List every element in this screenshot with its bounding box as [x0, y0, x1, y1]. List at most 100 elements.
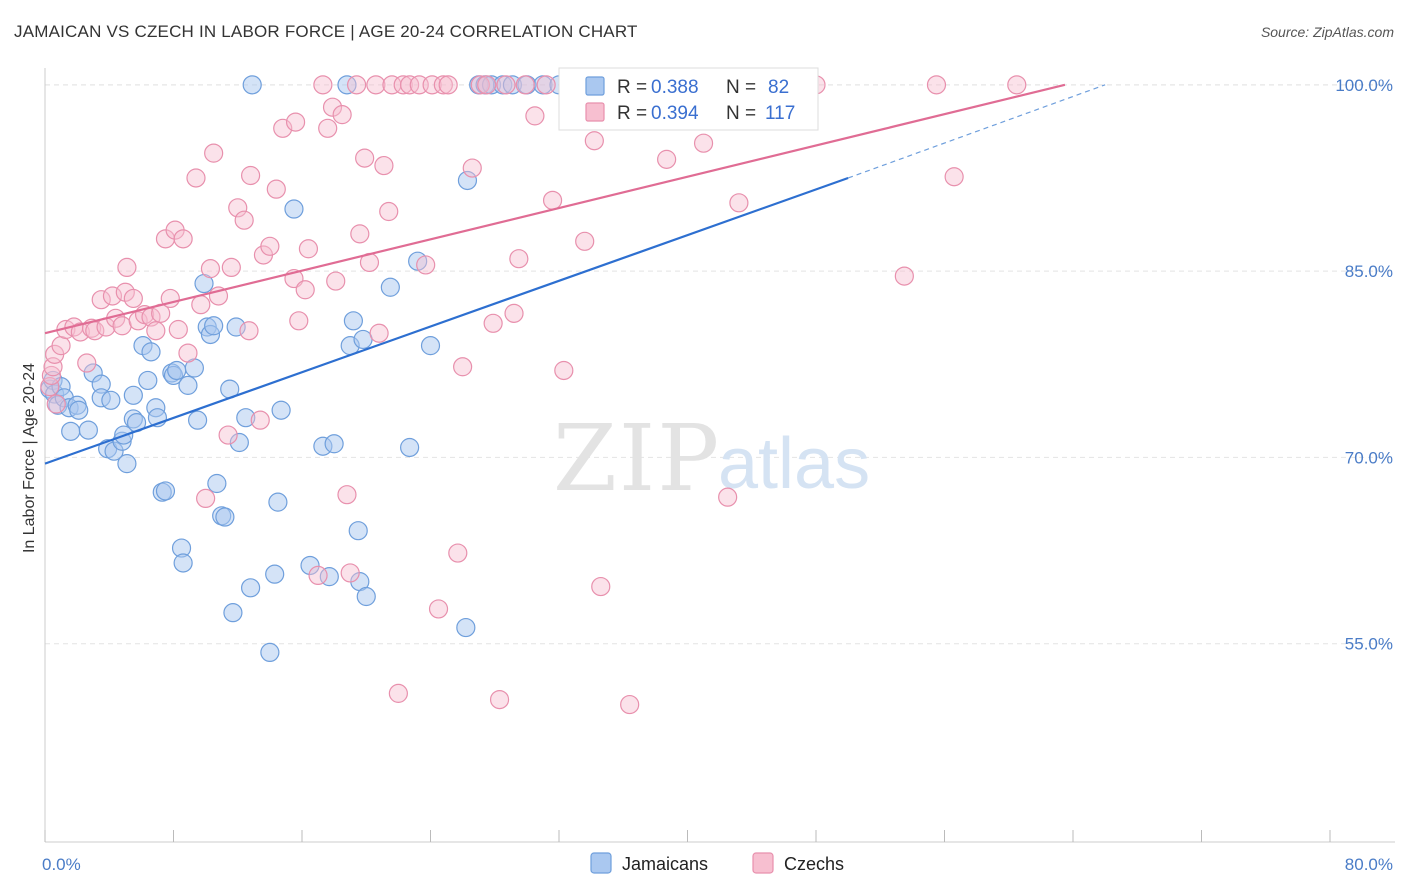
jamaicans-point [260, 642, 280, 663]
czechs-point [448, 543, 468, 563]
jamaicans-point [420, 336, 441, 356]
jamaicans-point [343, 311, 363, 331]
jamaicans-point [271, 400, 291, 420]
jamaicans-point [400, 437, 420, 458]
czechs-point [542, 190, 563, 210]
x-tick-label-1: 80.0% [1345, 855, 1393, 874]
czechs-point [496, 75, 516, 95]
jamaicans-point [324, 434, 344, 454]
czechs-point [504, 303, 524, 323]
czechs-point [944, 167, 964, 187]
czechs-point [295, 280, 315, 300]
czechs-point [369, 323, 389, 343]
jamaicans-point [187, 410, 208, 430]
czechs-point [234, 210, 254, 230]
source-label: Source: ZipAtlas.com [1260, 24, 1394, 40]
jamaicans-trend-extension [847, 84, 1106, 179]
czechs-point [313, 75, 333, 95]
legend-r-value-czechs: 0.394 [651, 103, 699, 124]
legend-n-value-jamaicans: 82 [768, 77, 789, 98]
legend-r-label-jamaicans: R = [617, 77, 647, 98]
jamaicans-point [223, 603, 243, 623]
czechs-point [221, 257, 241, 278]
legend-n-value-czechs: 117 [765, 103, 795, 124]
jamaicans-points [40, 75, 569, 663]
legend-swatch-jamaicans [585, 76, 605, 96]
czechs-point [428, 599, 449, 619]
czechs-point [266, 179, 286, 199]
x-tick-labels: 0.0% 80.0% [42, 855, 1393, 874]
czechs-point [483, 313, 503, 333]
czechs-point [337, 485, 357, 505]
czechs-point [416, 255, 436, 275]
czechs-point [322, 97, 343, 117]
jamaicans-point [265, 564, 285, 584]
jamaicans-point [215, 507, 235, 527]
czechs-point [355, 148, 375, 168]
czechs-point [186, 168, 206, 188]
jamaicans-point [207, 473, 227, 494]
bottom-legend-label-jamaicans: Jamaicans [622, 854, 708, 874]
czechs-point [525, 106, 545, 126]
czechs-point [591, 576, 611, 597]
legend-swatch-czechs [585, 102, 605, 122]
legend-r-label-czechs: R = [617, 103, 647, 124]
y-tick-label-1: 70.0% [1345, 448, 1393, 467]
jamaicans-point [348, 521, 368, 541]
czechs-point [374, 155, 394, 176]
czechs-point [393, 75, 413, 95]
czechs-point [178, 343, 198, 363]
jamaicans-point [300, 555, 320, 576]
jamaicans-point [178, 375, 198, 395]
czechs-point [298, 239, 319, 259]
czechs-point [400, 75, 420, 95]
czechs-point [241, 165, 261, 186]
y-tick-label-0: 55.0% [1345, 635, 1393, 654]
y-tick-label-2: 85.0% [1345, 262, 1393, 281]
czechs-point [285, 112, 306, 132]
czechs-point [168, 319, 188, 340]
czechs-point [112, 316, 132, 336]
czechs-point [657, 149, 677, 169]
czechs-point [340, 563, 360, 583]
czechs-point [117, 257, 137, 278]
series-legend: Jamaicans Czechs [590, 852, 844, 874]
jamaicans-point [155, 481, 176, 501]
czechs-point [515, 75, 535, 95]
czechs-point [70, 322, 90, 342]
jamaicans-point [284, 199, 304, 219]
czechs-point [433, 75, 453, 95]
jamaicans-point [268, 492, 288, 512]
czechs-point [102, 286, 123, 306]
legend-r-value-jamaicans: 0.388 [651, 77, 699, 98]
jamaicans-point [173, 553, 193, 573]
czechs-point [326, 271, 346, 291]
czechs-point [350, 224, 370, 244]
czechs-point [718, 487, 738, 507]
y-tick-labels: 55.0% 70.0% 85.0% 100.0% [1335, 76, 1393, 654]
czechs-point [388, 683, 408, 703]
czechs-point [260, 236, 280, 256]
jamaicans-point [138, 370, 158, 391]
axes [44, 68, 1395, 843]
czechs-point [693, 133, 714, 153]
bottom-legend-swatch-jamaicans [590, 852, 612, 874]
czechs-point [239, 321, 259, 341]
czechs-point [51, 336, 71, 356]
legend-n-label-czechs: N = [726, 103, 756, 124]
trend-lines [44, 83, 1106, 465]
watermark-zip: ZIP [553, 405, 721, 512]
czechs-point [250, 410, 270, 430]
czechs-point [620, 694, 640, 715]
czechs-point [438, 75, 458, 95]
czechs-point [289, 311, 309, 331]
czechs-point [204, 143, 224, 163]
czechs-point [218, 425, 238, 445]
czechs-point [228, 198, 248, 218]
chart-title: JAMAICAN VS CZECH IN LABOR FORCE | AGE 2… [14, 22, 638, 41]
bottom-legend-label-czechs: Czechs [784, 854, 844, 874]
czechs-point [477, 75, 497, 95]
jamaicans-point [353, 329, 373, 350]
czechs-point [46, 394, 66, 414]
